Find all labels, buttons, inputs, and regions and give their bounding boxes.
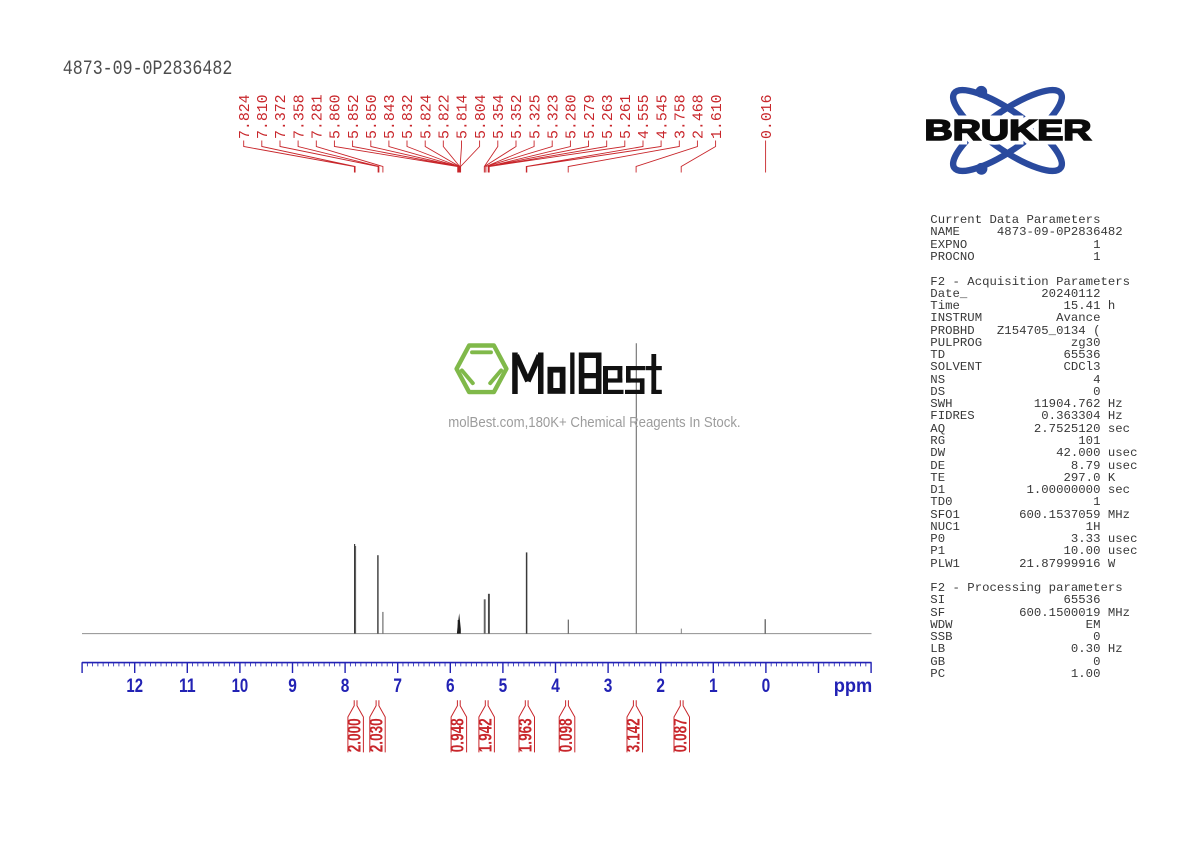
svg-text:5.804: 5.804 <box>472 94 490 139</box>
svg-text:7.810: 7.810 <box>254 94 272 139</box>
svg-text:1.963: 1.963 <box>516 718 536 752</box>
svg-text:3.142: 3.142 <box>624 718 644 752</box>
svg-text:ppm: ppm <box>834 676 873 697</box>
svg-text:0.087: 0.087 <box>671 718 691 752</box>
svg-text:5.280: 5.280 <box>563 94 581 139</box>
svg-text:5.822: 5.822 <box>436 94 454 139</box>
svg-text:5.852: 5.852 <box>345 94 363 139</box>
svg-text:5.354: 5.354 <box>490 94 508 139</box>
svg-text:7.372: 7.372 <box>272 94 290 139</box>
svg-text:0.016: 0.016 <box>758 94 776 139</box>
svg-text:5.352: 5.352 <box>508 94 526 139</box>
svg-text:2.468: 2.468 <box>690 94 708 139</box>
svg-text:4.545: 4.545 <box>653 94 671 139</box>
svg-text:7.281: 7.281 <box>309 94 327 139</box>
svg-text:5.814: 5.814 <box>454 94 472 139</box>
svg-text:3: 3 <box>604 676 613 697</box>
svg-text:0: 0 <box>762 676 771 697</box>
svg-text:8: 8 <box>341 676 350 697</box>
svg-text:5.860: 5.860 <box>327 94 345 139</box>
svg-text:5.850: 5.850 <box>363 94 381 139</box>
svg-text:10: 10 <box>232 676 249 697</box>
svg-text:5.325: 5.325 <box>526 94 544 139</box>
svg-text:2.030: 2.030 <box>366 718 386 752</box>
svg-text:0.098: 0.098 <box>556 718 576 752</box>
svg-text:5.323: 5.323 <box>545 94 563 139</box>
svg-text:5: 5 <box>499 676 508 697</box>
svg-text:1: 1 <box>709 676 718 697</box>
svg-text:5.263: 5.263 <box>599 94 617 139</box>
svg-text:4.555: 4.555 <box>635 94 653 139</box>
svg-text:5.843: 5.843 <box>381 94 399 139</box>
svg-text:4: 4 <box>551 676 560 697</box>
svg-text:3.758: 3.758 <box>672 94 690 139</box>
svg-text:molBest.com,180K+ Chemical Rea: molBest.com,180K+ Chemical Reagents In S… <box>448 415 740 431</box>
svg-text:11: 11 <box>179 676 196 697</box>
svg-text:BRUKER: BRUKER <box>925 115 1092 147</box>
svg-text:2: 2 <box>656 676 665 697</box>
svg-text:2.000: 2.000 <box>345 718 365 752</box>
svg-text:5.279: 5.279 <box>581 94 599 139</box>
svg-text:4873-09-0P2836482: 4873-09-0P2836482 <box>63 58 233 81</box>
svg-text:7.824: 7.824 <box>236 94 254 139</box>
svg-text:7.358: 7.358 <box>290 94 308 139</box>
svg-text:5.261: 5.261 <box>617 94 635 139</box>
svg-text:5.832: 5.832 <box>399 94 417 139</box>
svg-text:BRUKER: BRUKER <box>925 115 1092 147</box>
svg-text:0.948: 0.948 <box>448 718 468 752</box>
svg-text:5.824: 5.824 <box>417 94 435 139</box>
svg-text:9: 9 <box>288 676 297 697</box>
svg-text:1.610: 1.610 <box>708 94 726 139</box>
svg-text:6: 6 <box>446 676 455 697</box>
svg-text:12: 12 <box>126 676 143 697</box>
svg-text:7: 7 <box>393 676 402 697</box>
svg-text:1.942: 1.942 <box>476 718 496 752</box>
